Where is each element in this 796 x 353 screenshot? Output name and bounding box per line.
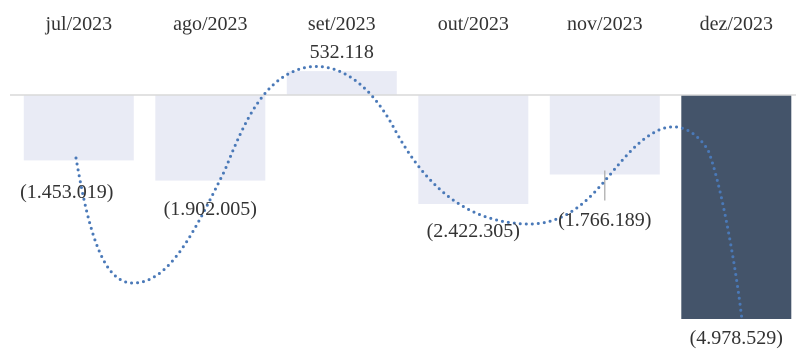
data-label: (1.902.005) [164, 198, 257, 220]
bar-dez-2023 [681, 95, 792, 319]
category-label: ago/2023 [173, 13, 247, 35]
category-label: out/2023 [438, 13, 509, 35]
bar-ago-2023 [155, 95, 266, 181]
data-label: (1.766.189) [558, 209, 651, 231]
data-label: (2.422.305) [427, 220, 520, 242]
category-label: dez/2023 [700, 13, 773, 35]
bar-out-2023 [418, 95, 529, 204]
data-label: (1.453.019) [20, 181, 113, 203]
data-labels: (1.453.019) (1.902.005) 532.118 (2.422.305)… [20, 41, 783, 349]
category-labels: jul/2023 ago/2023 set/2023 out/2023 nov/2023… [44, 13, 772, 35]
bar-set-2023 [286, 71, 397, 95]
category-label: jul/2023 [44, 13, 112, 35]
category-label: nov/2023 [567, 13, 643, 35]
bars-layer [23, 71, 792, 319]
data-label: 532.118 [310, 41, 374, 63]
category-label: set/2023 [308, 13, 376, 35]
bar-jul-2023 [23, 95, 134, 161]
data-label: (4.978.529) [690, 327, 783, 349]
bar-nov-2023 [549, 95, 660, 175]
